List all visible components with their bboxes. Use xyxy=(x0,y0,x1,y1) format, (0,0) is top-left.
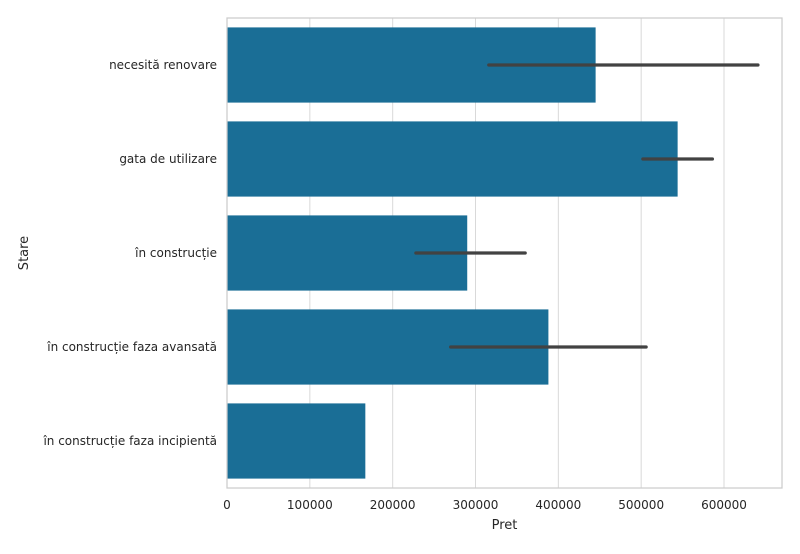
x-tick-label: 300000 xyxy=(453,498,499,512)
y-tick-label: în construcție xyxy=(134,246,217,260)
plot-frame xyxy=(226,17,783,489)
bar xyxy=(227,121,678,197)
x-tick-labels: 0 100000 200000 300000 400000 500000 600000 xyxy=(223,498,747,512)
x-axis-label: Pret xyxy=(492,518,518,533)
bars xyxy=(227,27,678,479)
y-tick-labels: necesită renovare gata de utilizare în con… xyxy=(42,58,217,448)
y-tick-label: gata de utilizare xyxy=(119,152,217,166)
y-tick-label: în construcție faza incipientă xyxy=(42,434,217,448)
y-tick-label: în construcție faza avansată xyxy=(46,340,217,354)
x-tick-label: 100000 xyxy=(287,498,333,512)
x-tick-label: 600000 xyxy=(701,498,747,512)
y-tick-label: necesită renovare xyxy=(109,58,217,72)
x-tick-label: 0 xyxy=(223,498,231,512)
x-tick-label: 400000 xyxy=(535,498,581,512)
x-tick-label: 200000 xyxy=(370,498,416,512)
y-axis-label: Stare xyxy=(17,236,32,270)
x-tick-label: 500000 xyxy=(618,498,664,512)
bar xyxy=(227,403,366,479)
error-bars xyxy=(414,63,760,349)
